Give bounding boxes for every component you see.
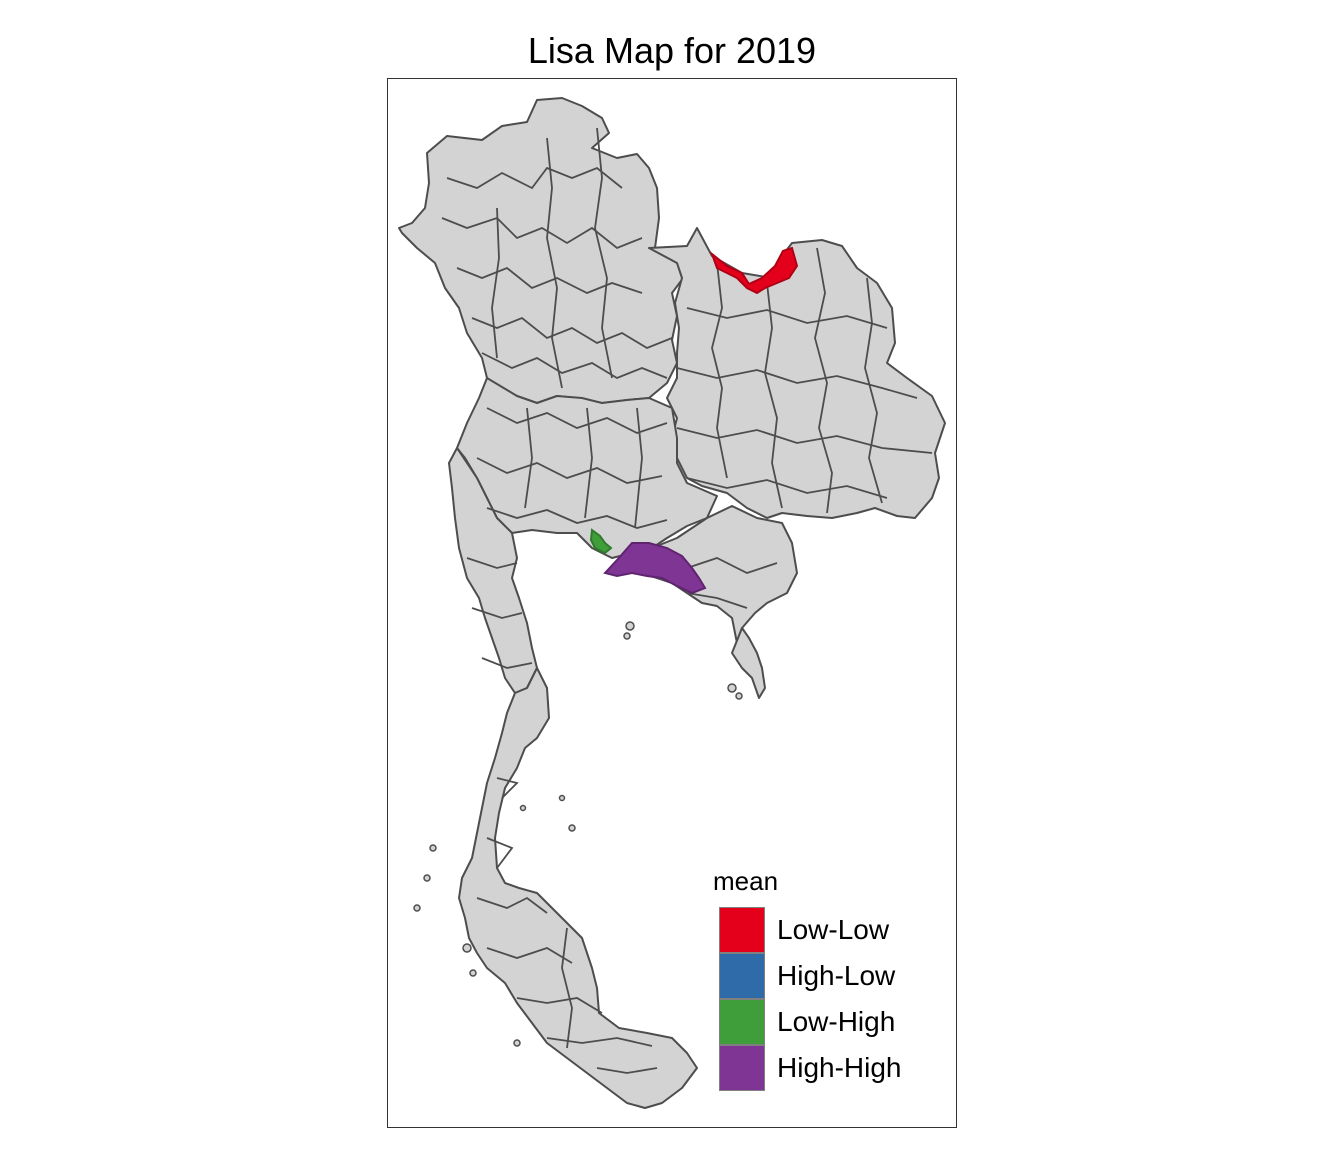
low-low-cluster [709, 246, 799, 295]
legend-item: Low-High [711, 999, 902, 1045]
legend-label: Low-Low [777, 914, 890, 945]
legend-item: High-Low [711, 953, 902, 999]
map-panel-frame [387, 78, 957, 1128]
legend-swatch [719, 1045, 765, 1091]
legend-label: High-High [777, 1052, 902, 1083]
legend-label: High-Low [777, 960, 896, 991]
legend-swatch [719, 999, 765, 1045]
map-title: Lisa Map for 2019 [527, 30, 817, 71]
high-high-cluster [603, 542, 707, 595]
region-southeast-tip [731, 627, 766, 699]
legend-item: High-High [711, 1045, 902, 1091]
map-legend: mean Low-Low High-Low Low-High High-High [711, 866, 902, 1091]
legend-label: Low-High [777, 1006, 896, 1037]
legend-title: mean [713, 866, 779, 896]
islands [413, 621, 743, 1047]
legend-swatch [719, 953, 765, 999]
legend-swatch [719, 907, 765, 953]
region-north [398, 97, 693, 404]
legend-items: Low-Low High-Low Low-High High-High [711, 907, 902, 1091]
thailand-map [398, 97, 946, 1109]
legend-item: Low-Low [711, 907, 902, 953]
province-boundaries [441, 127, 933, 1074]
low-high-cluster [589, 528, 613, 555]
